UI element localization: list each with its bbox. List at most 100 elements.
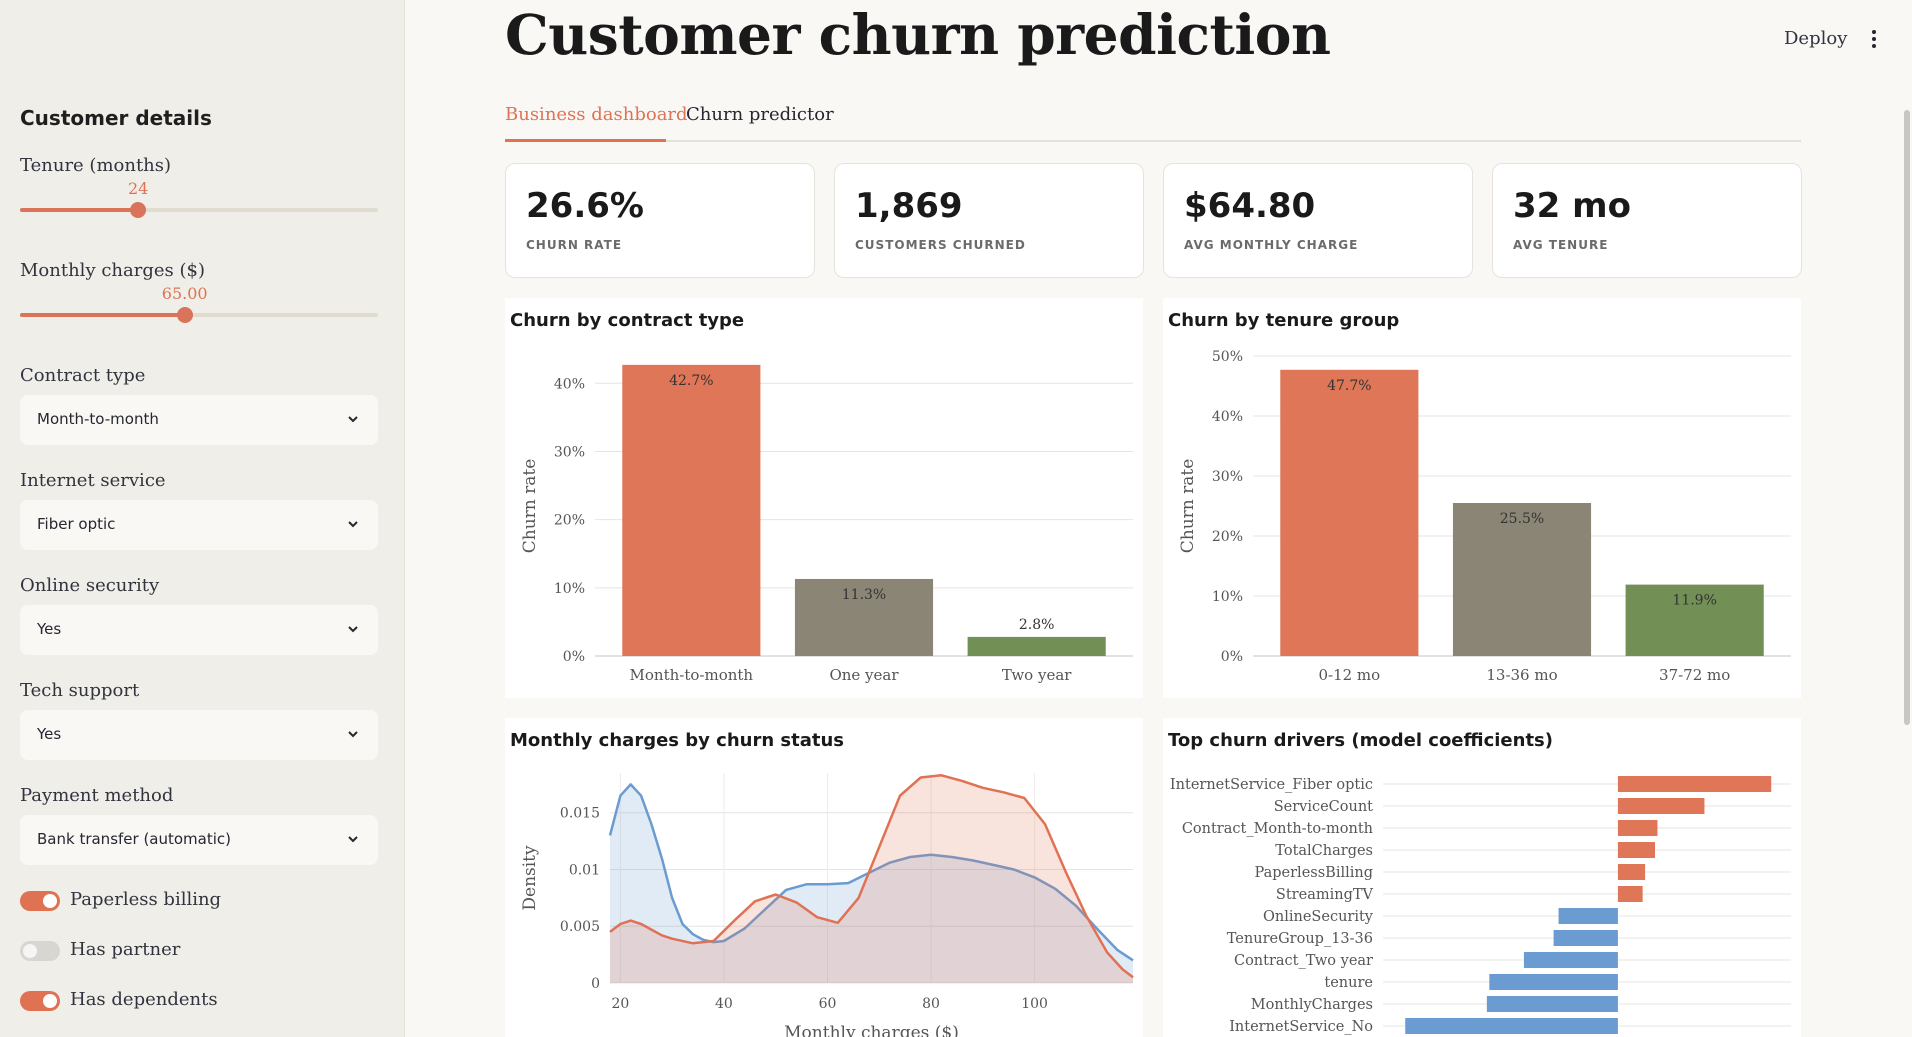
contract-type-select[interactable]: Month-to-month [20, 395, 378, 445]
chart-top-churn-drivers: InternetService_Fiber optic ServiceCount C… [1163, 718, 1801, 1037]
y-tick-label: 50% [1212, 349, 1243, 365]
y-tick-label: 0.005 [560, 919, 600, 935]
chart-title: Monthly charges by churn status [510, 730, 845, 751]
online-security-value: Yes [37, 620, 62, 638]
bar [1625, 584, 1764, 656]
monthly-charges-slider-fill [20, 313, 185, 317]
online-security-select[interactable]: Yes [20, 605, 378, 655]
y-tick-label: tenure [1324, 975, 1373, 991]
contract-type-value: Month-to-month [37, 410, 159, 428]
x-tick-label: Two year [1002, 666, 1072, 684]
bar-data-label: 11.3% [842, 587, 886, 603]
tenure-label: Tenure (months) [20, 155, 172, 176]
kpi-value: 26.6% [526, 186, 644, 226]
toggle-switch[interactable] [20, 991, 60, 1011]
tenure-slider-handle[interactable] [130, 202, 147, 218]
tenure-value: 24 [127, 179, 149, 198]
kpi-label: CHURN RATE [526, 238, 623, 252]
bar-data-label: 42.7% [669, 373, 713, 389]
internet-service-select[interactable]: Fiber optic [20, 500, 378, 550]
tenure-slider-fill [20, 208, 139, 212]
payment-method-select[interactable]: Bank transfer (automatic) [20, 815, 378, 865]
bar [1405, 1018, 1618, 1034]
series-line [608, 783, 1134, 962]
bar [1617, 842, 1655, 858]
active-tab-indicator [505, 139, 666, 142]
tech-support-select[interactable]: Yes [20, 710, 378, 760]
y-tick-label: Contract_Month-to-month [1182, 821, 1373, 837]
chevron-down-icon [348, 521, 358, 528]
y-tick-label: 10% [554, 581, 585, 597]
chart-canvas: 0 0.005 0.01 0.015 20 40 60 80 100 Density Monthly… [520, 773, 1134, 1037]
x-tick-label: 37-72 mo [1659, 666, 1730, 684]
y-tick-label: 0.015 [560, 806, 600, 822]
bar [1553, 930, 1618, 946]
deploy-button[interactable]: Deploy [1784, 28, 1848, 49]
paperless-billing-label: Paperless billing [70, 889, 222, 910]
x-tick-label: One year [829, 666, 899, 684]
tab-churn-predictor[interactable]: Churn predictor [686, 104, 834, 125]
bar [1452, 503, 1592, 656]
x-tick-label: 40 [715, 996, 733, 1012]
contract-type-label: Contract type [20, 365, 146, 386]
y-tick-label: 30% [1212, 469, 1243, 485]
bar-data-label: 11.9% [1672, 593, 1716, 609]
chart-canvas: InternetService_Fiber optic ServiceCount C… [1170, 776, 1791, 1035]
toggle-switch[interactable] [20, 891, 60, 911]
toggle-switch[interactable] [20, 941, 60, 961]
payment-method-value: Bank transfer (automatic) [37, 830, 232, 848]
x-tick-label: Month-to-month [630, 666, 754, 684]
y-tick-label: 0% [1221, 649, 1243, 665]
more-vertical-icon[interactable] [1868, 28, 1880, 50]
chart-churn-by-contract: 0% 10% 20% 30% 40% Churn rate 42.7% Month-to-mo… [505, 298, 1143, 698]
bar [794, 578, 934, 656]
y-tick-label: InternetService_Fiber optic [1170, 777, 1373, 793]
x-axis-label: Monthly charges ($) [784, 1023, 959, 1037]
chart-title: Churn by tenure group [1168, 310, 1400, 331]
bar [622, 364, 761, 656]
y-axis-label: Density [520, 845, 540, 911]
tenure-slider[interactable] [20, 202, 378, 218]
bar [1617, 820, 1658, 836]
y-tick-label: ServiceCount [1274, 799, 1373, 815]
bar [1617, 864, 1646, 880]
kpi-value: $64.80 [1184, 186, 1316, 226]
y-axis-label: Churn rate [1178, 459, 1198, 554]
y-tick-label: 40% [554, 376, 585, 392]
y-tick-label: 0% [563, 649, 585, 665]
online-security-label: Online security [20, 575, 160, 596]
series-area [610, 784, 1133, 983]
kpi-card-churn-rate: 26.6% CHURN RATE [505, 163, 815, 278]
series-line [609, 774, 1134, 979]
tab-bar: Business dashboard Churn predictor [505, 100, 1801, 142]
toggle-knob [43, 994, 57, 1008]
kpi-card-avg-monthly-charge: $64.80 AVG MONTHLY CHARGE [1163, 163, 1473, 278]
chart-canvas: 0% 10% 20% 30% 40% Churn rate 42.7% Month-to-mo… [520, 364, 1133, 684]
x-tick-label: 20 [611, 996, 629, 1012]
chart-canvas: 0% 10% 20% 30% 40% 50% Churn rate 47.7% 0-12 mo 2… [1178, 349, 1791, 684]
chart-churn-by-tenure: 0% 10% 20% 30% 40% 50% Churn rate 47.7% 0-12 mo 2… [1163, 298, 1801, 698]
internet-service-value: Fiber optic [37, 515, 116, 533]
monthly-charges-slider[interactable] [20, 307, 378, 323]
y-tick-label: 30% [554, 444, 585, 460]
bar [1489, 974, 1618, 990]
monthly-charges-slider-handle[interactable] [176, 307, 193, 323]
y-tick-label: 20% [1212, 529, 1243, 545]
payment-method-label: Payment method [20, 785, 174, 806]
chevron-down-icon [348, 416, 358, 423]
y-tick-label: 20% [554, 513, 585, 529]
y-tick-label: OnlineSecurity [1263, 909, 1374, 925]
y-tick-label: Contract_Two year [1234, 953, 1373, 969]
bar [1617, 776, 1772, 792]
toggle-knob [23, 944, 37, 958]
y-tick-label: InternetService_No [1229, 1019, 1373, 1035]
kpi-label: AVG MONTHLY CHARGE [1184, 238, 1359, 252]
chevron-down-icon [348, 836, 358, 843]
monthly-charges-label: Monthly charges ($) [20, 260, 205, 281]
kpi-value: 32 mo [1513, 186, 1631, 226]
bar [1486, 996, 1618, 1012]
tab-business-dashboard[interactable]: Business dashboard [505, 104, 688, 125]
scrollbar-thumb[interactable] [1904, 110, 1910, 725]
has-partner-label: Has partner [70, 939, 181, 960]
series-area [610, 775, 1133, 983]
